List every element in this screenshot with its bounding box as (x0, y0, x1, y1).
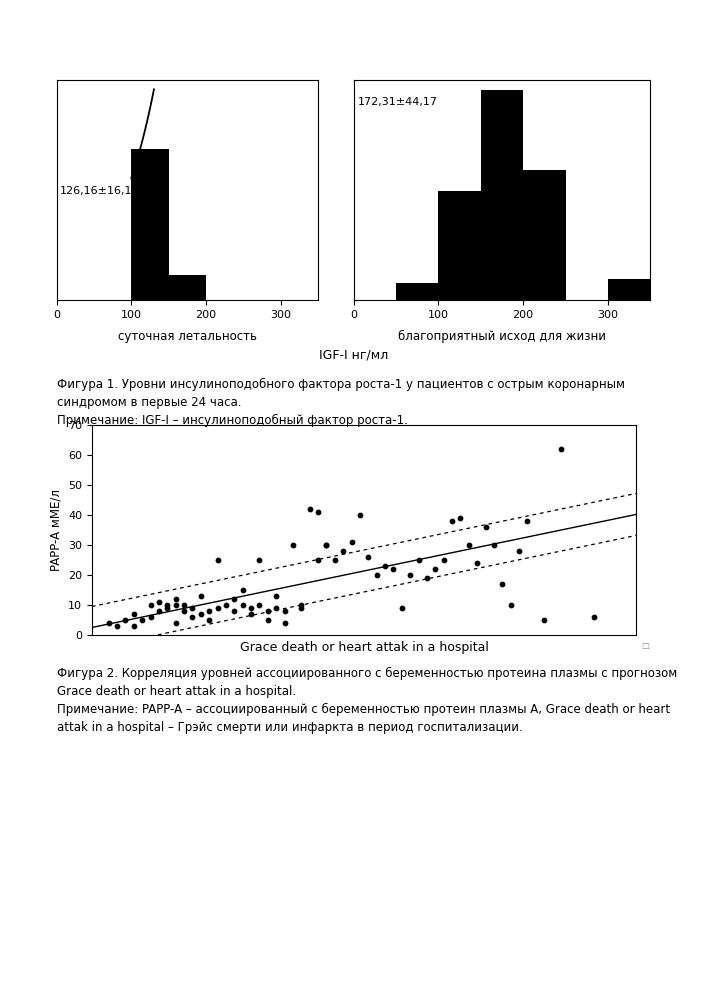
Point (178, 597, 189, 613)
Point (555, 441, 566, 457)
Point (228, 603, 240, 619)
Point (539, 612, 550, 628)
Bar (608, 279, 650, 300)
Point (128, 606, 139, 622)
Point (245, 600, 257, 616)
Point (170, 615, 181, 631)
Point (271, 600, 282, 616)
Point (496, 576, 508, 592)
Point (279, 615, 290, 631)
Point (271, 588, 282, 604)
Point (245, 606, 257, 622)
Point (112, 618, 123, 634)
Point (287, 537, 298, 553)
Text: синдромом в первые 24 часа.: синдромом в первые 24 часа. (57, 396, 241, 409)
Point (212, 600, 223, 616)
Text: Grace death or heart attak in a hospital.: Grace death or heart attak in a hospital… (57, 685, 296, 698)
Point (279, 603, 290, 619)
Point (187, 609, 198, 625)
Point (505, 597, 516, 613)
Point (363, 549, 374, 565)
Point (413, 552, 424, 568)
Point (421, 570, 433, 586)
Point (387, 561, 399, 577)
Point (170, 597, 181, 613)
Point (337, 543, 349, 559)
Point (153, 603, 165, 619)
Text: Примечание: IGF-I – инсулиноподобный фактор роста-1.: Примечание: IGF-I – инсулиноподобный фак… (57, 414, 407, 427)
Point (119, 612, 131, 628)
Point (296, 597, 307, 613)
X-axis label: Grace death or heart attak in a hospital: Grace death or heart attak in a hospital (240, 641, 489, 654)
Point (162, 600, 173, 616)
Point (178, 603, 189, 619)
Point (438, 552, 450, 568)
Point (404, 567, 416, 583)
Point (354, 507, 366, 523)
Point (204, 612, 215, 628)
Point (237, 597, 248, 613)
Bar (169, 275, 206, 300)
Text: IGF-I нг/мл: IGF-I нг/мл (319, 348, 388, 361)
Point (195, 588, 206, 604)
Point (204, 603, 215, 619)
Point (221, 597, 232, 613)
Bar (481, 90, 523, 300)
Text: 172,31±44,17: 172,31±44,17 (358, 97, 438, 107)
Bar (523, 170, 566, 300)
Point (162, 597, 173, 613)
Bar (132, 149, 169, 300)
Point (430, 561, 441, 577)
Text: благоприятный исход для жизни: благоприятный исход для жизни (398, 330, 606, 343)
Point (262, 603, 274, 619)
Text: 126,16±16,17: 126,16±16,17 (60, 186, 140, 196)
Point (254, 597, 265, 613)
Bar (438, 191, 481, 300)
Text: суточная летальность: суточная летальность (118, 330, 257, 343)
Point (153, 594, 165, 610)
Point (472, 555, 483, 571)
Text: □: □ (642, 641, 650, 650)
Point (237, 582, 248, 598)
Point (329, 552, 341, 568)
Point (145, 609, 156, 625)
Point (589, 609, 600, 625)
Point (380, 558, 391, 574)
Point (522, 513, 533, 529)
Point (304, 501, 315, 517)
Text: Фигура 2. Корреляция уровней ассоциированного с беременностью протеина плазмы с : Фигура 2. Корреляция уровней ассоциирова… (57, 667, 677, 680)
Point (396, 600, 407, 616)
Point (136, 612, 148, 628)
Point (145, 597, 156, 613)
Point (195, 606, 206, 622)
Point (371, 567, 382, 583)
Point (262, 612, 274, 628)
Point (480, 519, 491, 535)
Point (228, 591, 240, 607)
Text: Примечание: PAPP-A – ассоциированный с беременностью протеин плазмы А, Grace dea: Примечание: PAPP-A – ассоциированный с б… (57, 703, 670, 716)
Text: Фигура 1. Уровни инсулиноподобного фактора роста-1 у пациентов с острым коронарн: Фигура 1. Уровни инсулиноподобного факто… (57, 378, 624, 391)
Point (312, 504, 324, 520)
Text: attak in a hospital – Грэйс смерти или инфаркта в период госпитализации.: attak in a hospital – Грэйс смерти или и… (57, 721, 522, 734)
Point (254, 552, 265, 568)
Point (321, 537, 332, 553)
Point (446, 513, 457, 529)
Point (346, 534, 357, 550)
Point (187, 600, 198, 616)
Point (321, 537, 332, 553)
Point (296, 600, 307, 616)
Point (463, 537, 474, 553)
Point (455, 510, 466, 526)
Point (489, 537, 500, 553)
Point (128, 618, 139, 634)
Point (170, 591, 181, 607)
Bar (396, 283, 438, 300)
Point (312, 552, 324, 568)
Y-axis label: PAPP-A мМЕ/л: PAPP-A мМЕ/л (49, 489, 62, 571)
Point (212, 552, 223, 568)
Point (103, 615, 115, 631)
Point (513, 543, 525, 559)
